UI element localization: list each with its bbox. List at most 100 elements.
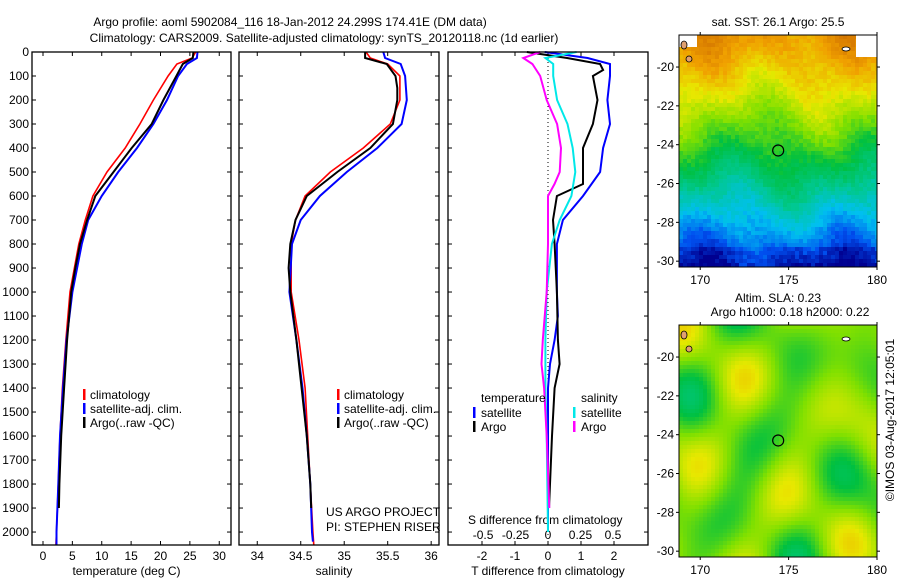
map-cell [679, 151, 683, 155]
map-cell [739, 139, 743, 143]
map-cell [847, 461, 851, 465]
map-cell [703, 469, 707, 473]
map-cell [791, 175, 795, 179]
map-cell [847, 75, 851, 79]
map-cell [755, 413, 759, 417]
map-cell [699, 441, 703, 445]
map-cell [867, 63, 871, 67]
map-cell [851, 377, 855, 381]
map-cell [855, 79, 859, 83]
map-cell [763, 59, 767, 63]
map-cell [743, 357, 747, 361]
map-cell [739, 441, 743, 445]
map-cell [815, 63, 819, 67]
map-cell [807, 159, 811, 163]
map-cell [747, 453, 751, 457]
map-cell [815, 329, 819, 333]
map-cell [867, 333, 871, 337]
map-cell [719, 421, 723, 425]
map-cell [811, 203, 815, 207]
map-cell [791, 361, 795, 365]
map-cell [871, 143, 875, 147]
map-cell [767, 95, 771, 99]
map-cell [759, 325, 763, 329]
map-cell [811, 433, 815, 437]
map-cell [755, 47, 759, 51]
map-cell [811, 425, 815, 429]
map-cell [683, 107, 687, 111]
map-cell [747, 167, 751, 171]
map-cell [691, 199, 695, 203]
map-cell [691, 235, 695, 239]
map-cell [859, 465, 863, 469]
map-cell [735, 445, 739, 449]
map-cell [835, 119, 839, 123]
map-cell [803, 131, 807, 135]
map-cell [755, 345, 759, 349]
map-cell [779, 453, 783, 457]
map-cell [699, 215, 703, 219]
map-cell [707, 377, 711, 381]
series-difference-argo [526, 51, 605, 509]
map-cell [819, 417, 823, 421]
map-cell [827, 83, 831, 87]
map-cell [695, 409, 699, 413]
map-cell [827, 55, 831, 59]
map-cell [803, 71, 807, 75]
map-cell [867, 405, 871, 409]
map-cell [775, 139, 779, 143]
map-cell [819, 87, 823, 91]
map-cell [711, 203, 715, 207]
map-cell [699, 349, 703, 353]
map-cell [871, 227, 875, 231]
map-cell [859, 401, 863, 405]
map-cell [763, 163, 767, 167]
map-cell [803, 103, 807, 107]
map-cell [783, 345, 787, 349]
map-cell [759, 63, 763, 67]
map-cell [703, 425, 707, 429]
map-cell [695, 119, 699, 123]
map-cell [699, 207, 703, 211]
map-cell [707, 231, 711, 235]
map-cell [755, 75, 759, 79]
map-cell [839, 63, 843, 67]
map-cell [711, 465, 715, 469]
map-cell [731, 171, 735, 175]
map-cell [871, 167, 875, 171]
map-cell [839, 227, 843, 231]
map-cell [735, 235, 739, 239]
map-cell [771, 421, 775, 425]
map-cell [735, 259, 739, 263]
map-cell [819, 231, 823, 235]
map-cell [871, 103, 875, 107]
map-cell [739, 433, 743, 437]
map-cell [795, 131, 799, 135]
map-cell [851, 211, 855, 215]
map-cell [679, 227, 683, 231]
map-cell [731, 405, 735, 409]
map-cell [811, 457, 815, 461]
map-cell [815, 175, 819, 179]
map-cell [731, 365, 735, 369]
map-cell [727, 55, 731, 59]
map-cell [743, 437, 747, 441]
map-cell [779, 71, 783, 75]
map-cell [867, 453, 871, 457]
map-cell [783, 115, 787, 119]
map-cell [827, 353, 831, 357]
map-cell [843, 131, 847, 135]
map-cell [783, 441, 787, 445]
map-cell [735, 115, 739, 119]
map-cell [819, 251, 823, 255]
map-cell [855, 219, 859, 223]
map-cell [755, 449, 759, 453]
map-cell [703, 51, 707, 55]
map-cell [779, 441, 783, 445]
map-cell [791, 131, 795, 135]
map-cell [763, 255, 767, 259]
map-cell [847, 183, 851, 187]
map-cell [691, 433, 695, 437]
map-cell [847, 341, 851, 345]
map-cell [807, 115, 811, 119]
